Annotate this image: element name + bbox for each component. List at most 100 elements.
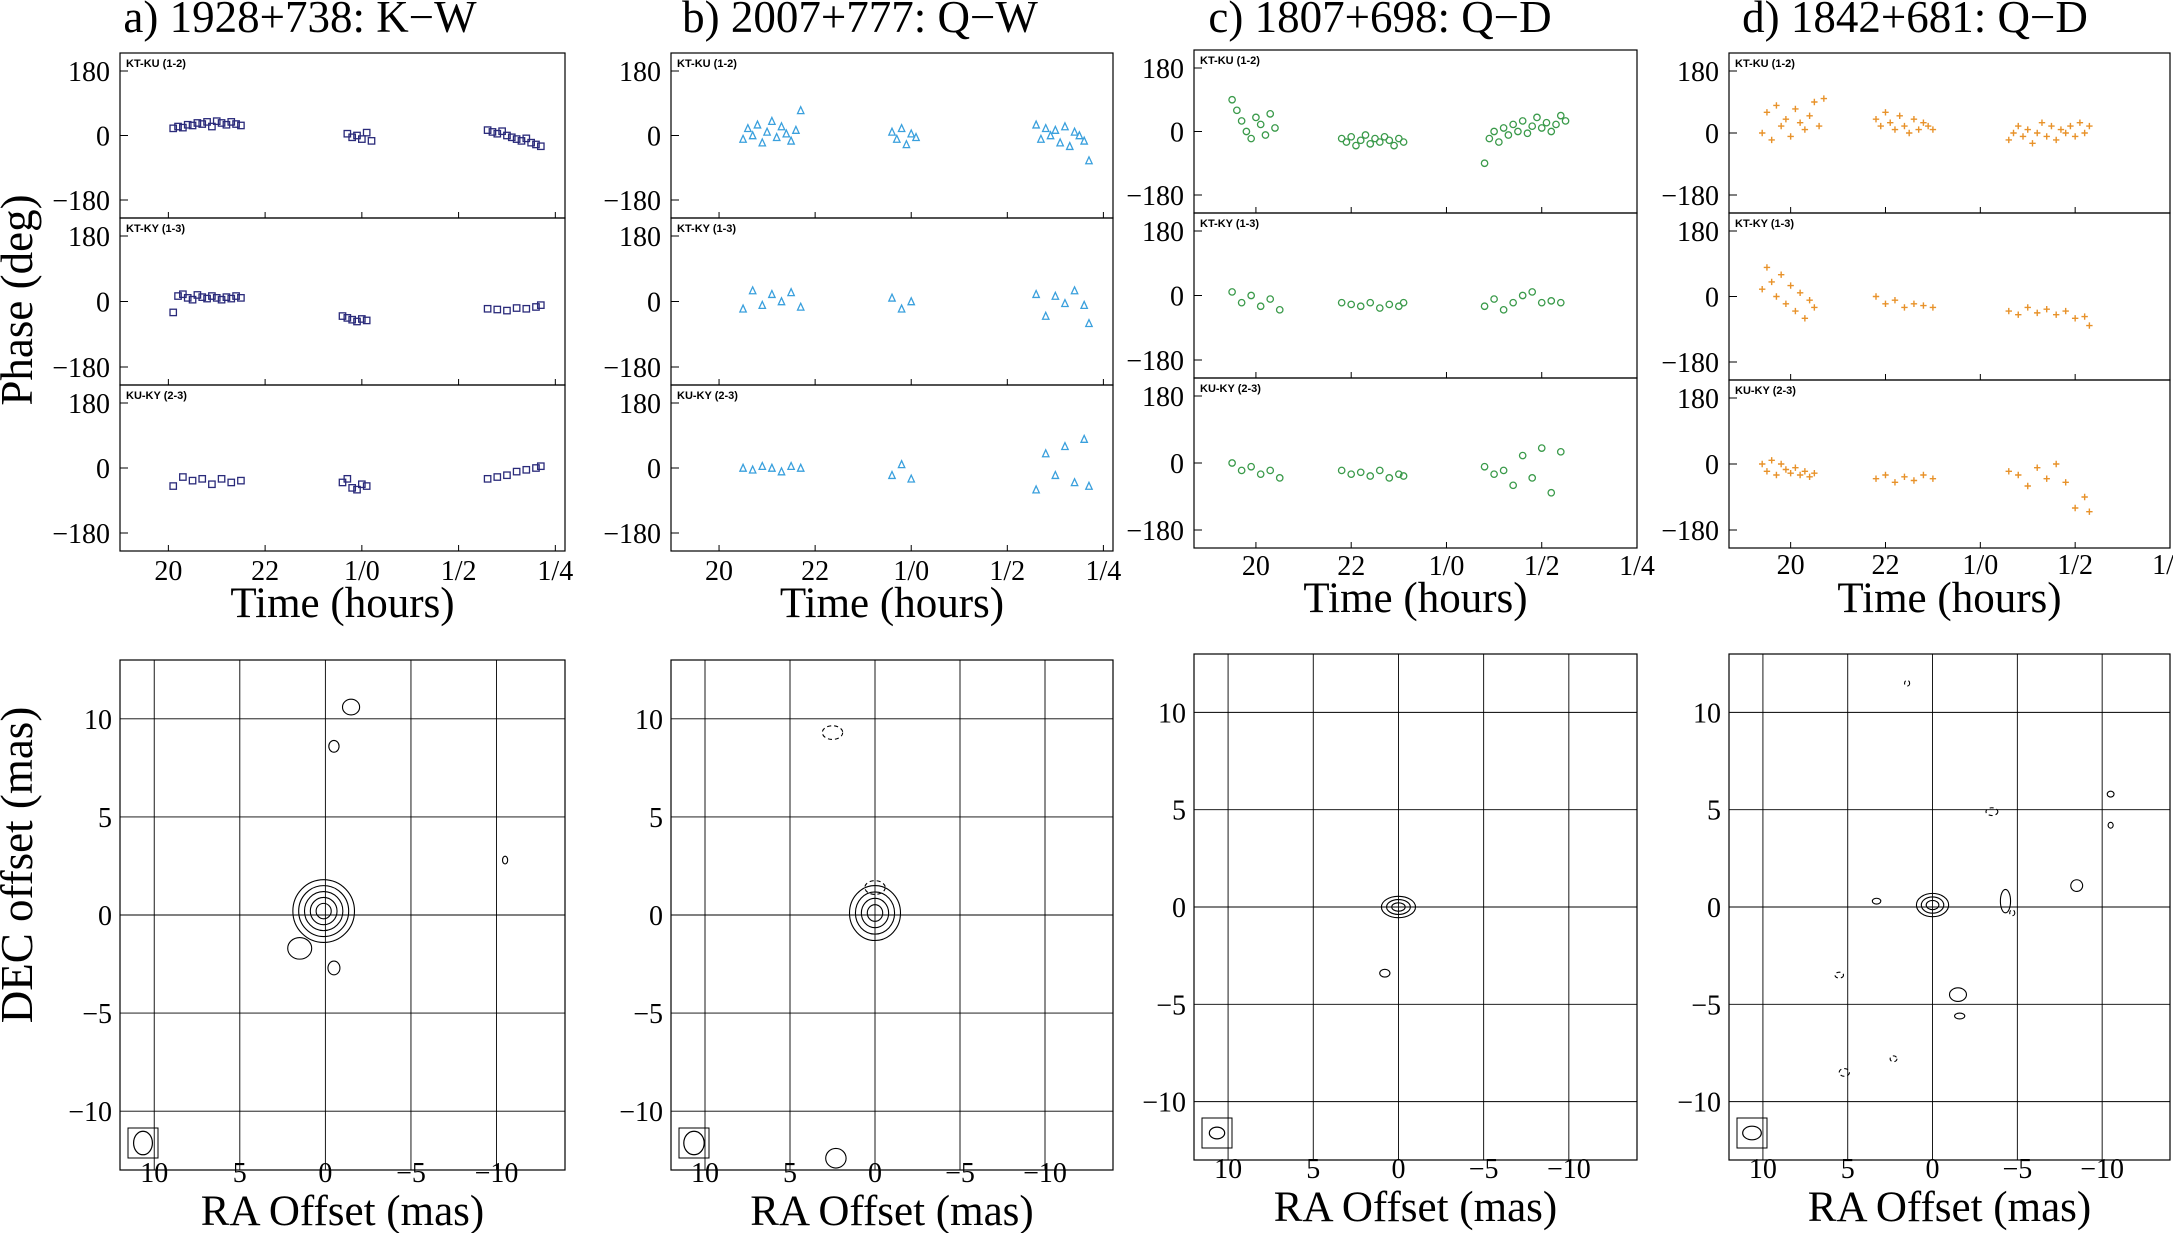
data-point [777,296,786,306]
data-point [2062,307,2069,315]
contour [1386,898,1411,916]
data-point [493,129,502,138]
data-point [1228,95,1236,104]
data-point [2015,311,2022,318]
data-point [758,460,767,471]
data-point [1375,466,1384,475]
x-tick-label: −5 [2002,1154,2032,1185]
contour [1380,895,1417,919]
data-point [796,462,805,472]
data-point [1036,133,1046,143]
data-point [1371,134,1379,143]
data-point [1495,138,1503,146]
y-tick-label: 0 [1707,893,1721,924]
y-tick-label: −10 [619,1097,663,1128]
data-point [897,303,906,313]
data-point [503,306,511,315]
x-tick-label: 22 [801,556,829,587]
data-point [362,482,371,490]
data-point [1537,444,1546,452]
data-point [1480,159,1489,168]
data-point [2071,133,2079,140]
data-point [1075,130,1084,140]
data-point [1806,112,1813,119]
data-point [1811,469,1818,477]
data-point [1801,315,1809,322]
baseline-label: KT-KY (1-3) [126,223,185,235]
data-point [522,465,531,474]
x-tick-label: 22 [251,556,279,587]
data-point [887,292,897,302]
data-point [796,105,805,115]
y-tick-label: −180 [603,353,661,384]
y-tick-label: 0 [96,122,110,153]
y-tick-label: −180 [1126,181,1184,212]
data-point [1051,124,1060,134]
data-point [532,140,540,149]
data-point [897,123,906,133]
data-point [1929,475,1937,482]
data-point [1877,122,1884,130]
data-point [2043,475,2050,482]
data-point [2034,129,2041,137]
data-point [786,460,796,471]
data-point [758,299,767,309]
data-point [2029,140,2036,147]
x-tick-label: 22 [1871,550,1899,581]
data-point [767,115,777,126]
data-point [1031,119,1041,129]
data-point [212,294,221,302]
data-point [188,121,197,130]
x-tick-label: 5 [783,1158,797,1189]
baseline-label: KT-KU (1-2) [1200,55,1260,67]
phase-subpanel: KU-KY (2-3) 180 0 −180 [52,384,566,552]
data-point [1394,302,1403,311]
data-point [2048,122,2055,130]
data-point [1266,295,1275,303]
data-point [193,291,202,299]
data-point [1070,126,1079,136]
y-tick-label: −10 [68,1097,112,1128]
subpanel-frame [1728,212,2171,381]
x-tick-label: 0 [1926,1154,1940,1185]
subpanel-frame [1193,212,1638,379]
y-tick-label: 0 [649,901,663,932]
contour [1915,892,1950,918]
data-point [1366,139,1375,148]
data-point [1796,289,1804,297]
x-tick-label: 1/2 [2057,550,2093,581]
data-point [1256,302,1265,311]
data-point [2043,306,2050,313]
data-point [1796,119,1804,126]
y-tick-label: −180 [603,186,661,217]
data-point [1361,131,1370,139]
contour [848,885,902,942]
data-point [1929,126,1937,133]
x-tick-label: −5 [945,1158,975,1189]
data-point [887,126,897,136]
data-point [498,127,506,136]
data-point [2043,133,2050,140]
data-point [777,121,786,131]
y-tick-label: −180 [603,519,661,550]
data-point [1356,468,1365,477]
data-point [536,142,545,151]
phase-subpanel: KU-KY (2-3) 180 0 −180 [1126,377,1638,549]
data-point [2038,119,2046,126]
data-point [1504,131,1513,139]
y-tick-label: 0 [1170,118,1184,149]
baseline-label: KU-KY (2-3) [126,390,187,402]
data-point [1518,451,1527,460]
data-point [1811,98,1818,106]
data-point [2052,311,2060,318]
map-axis-label: DEC offset (mas) [0,707,42,1024]
data-point [2024,304,2031,311]
contour [1838,1067,1850,1077]
x-tick-label: 10 [140,1158,168,1189]
data-point [1356,302,1365,311]
data-point [1509,298,1518,307]
contour [1999,888,2012,914]
data-point [767,288,777,299]
data-point [1390,141,1398,150]
panel-title: a) 1928+738: K−W [123,0,477,42]
